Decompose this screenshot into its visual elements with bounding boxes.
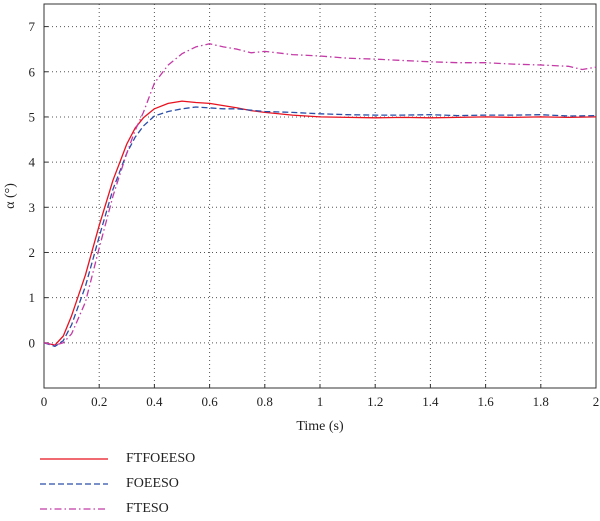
legend-label-ftfoeeso: FTFOEESO [126,450,196,466]
y-tick-label: 5 [29,109,36,124]
series-line-ftfoeeso [43,100,597,346]
y-tick-label: 3 [29,200,36,215]
legend-swatch-ftfoeeso [40,457,108,460]
legend-swatch-foeeso [40,482,108,485]
grid [44,4,596,388]
x-tick-label: 0.2 [91,394,107,409]
legend-label-fteso: FTESO [126,500,169,516]
legend-item-ftfoeeso: FTFOEESO [40,446,195,471]
x-tick-label: 1 [317,394,324,409]
y-tick-label: 6 [29,64,36,79]
y-axis-title: α (°) [3,183,18,209]
x-tick-label: 0.8 [257,394,273,409]
x-tick-label: 0 [41,394,48,409]
series-lines [43,43,597,348]
x-tick-label: 2 [593,394,600,409]
axis-ticks: 0 0.2 0.4 0.6 0.8 1 1.2 1.4 1.6 1.8 2 0 1 2 3 4 5 6 7 [29,19,600,409]
x-tick-label: 1.2 [367,394,383,409]
x-tick-label: 0.6 [201,394,218,409]
x-axis-title: Time (s) [296,419,344,434]
x-tick-label: 1.8 [533,394,549,409]
x-tick-label: 1.6 [477,394,494,409]
legend: FTFOEESO FOEESO FTESO [40,446,195,521]
y-tick-label: 1 [29,290,36,305]
series-line-foeeso [43,106,597,348]
y-tick-label: 2 [29,245,36,260]
legend-swatch-fteso [40,507,108,510]
x-tick-label: 0.4 [146,394,163,409]
legend-label-foeeso: FOEESO [126,475,179,491]
series-line-fteso [43,43,597,346]
y-tick-label: 7 [29,19,36,34]
x-tick-label: 1.4 [422,394,439,409]
y-tick-label: 0 [29,335,36,350]
legend-item-foeeso: FOEESO [40,471,195,496]
y-tick-label: 4 [29,155,36,170]
legend-item-fteso: FTESO [40,496,195,521]
